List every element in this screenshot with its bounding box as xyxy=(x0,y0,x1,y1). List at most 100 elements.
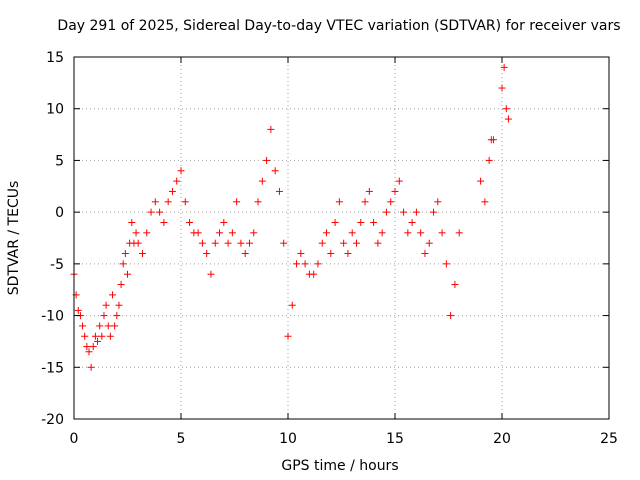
data-point xyxy=(198,239,206,247)
data-point xyxy=(81,332,89,340)
grid-lines xyxy=(74,57,609,419)
data-point xyxy=(228,229,236,237)
data-point xyxy=(79,322,87,330)
data-point xyxy=(177,167,185,175)
data-point xyxy=(408,218,416,226)
x-tick-label: 10 xyxy=(279,431,297,447)
data-point xyxy=(263,156,271,164)
data-point xyxy=(74,306,82,314)
data-point xyxy=(284,332,292,340)
y-tick-label: -10 xyxy=(41,309,64,325)
x-tick-label: 15 xyxy=(386,431,404,447)
data-point xyxy=(224,239,232,247)
data-point xyxy=(331,218,339,226)
data-point xyxy=(160,218,168,226)
y-tick-label: 5 xyxy=(55,153,64,169)
data-point xyxy=(138,250,146,258)
data-point xyxy=(119,260,127,268)
data-point xyxy=(310,270,318,278)
data-point xyxy=(442,260,450,268)
data-point xyxy=(96,322,104,330)
data-point xyxy=(132,229,140,237)
data-point xyxy=(365,187,373,195)
data-point xyxy=(382,208,390,216)
data-point xyxy=(113,312,121,320)
data-point xyxy=(207,270,215,278)
data-point xyxy=(216,229,224,237)
data-point xyxy=(421,250,429,258)
data-point xyxy=(121,250,129,258)
data-points xyxy=(70,63,512,371)
data-point xyxy=(143,229,151,237)
data-point xyxy=(502,105,510,113)
data-point xyxy=(124,270,131,278)
x-tick-label: 0 xyxy=(70,431,79,447)
data-point xyxy=(357,218,365,226)
data-point xyxy=(91,332,99,340)
data-point xyxy=(288,301,296,309)
data-point xyxy=(181,198,189,206)
data-point xyxy=(203,250,211,258)
data-point xyxy=(352,239,360,247)
data-point xyxy=(374,239,382,247)
data-point xyxy=(417,229,425,237)
y-tick-label: -5 xyxy=(50,257,64,273)
data-point xyxy=(100,312,108,320)
data-point xyxy=(293,260,301,268)
data-point xyxy=(500,63,508,71)
data-point xyxy=(498,84,506,92)
chart-title: Day 291 of 2025, Sidereal Day-to-day VTE… xyxy=(57,18,620,34)
data-point xyxy=(485,156,493,164)
data-point xyxy=(378,229,386,237)
data-point xyxy=(237,239,245,247)
data-point xyxy=(301,260,309,268)
y-tick-label: 0 xyxy=(55,205,64,221)
x-axis-ticks: 0 5 10 15 20 25 xyxy=(70,57,618,447)
data-point xyxy=(104,322,112,330)
data-point xyxy=(211,239,219,247)
data-point xyxy=(115,301,123,309)
x-axis-label: GPS time / hours xyxy=(281,458,398,474)
data-point xyxy=(438,229,446,237)
data-point xyxy=(400,208,408,216)
data-point xyxy=(83,343,91,351)
data-point xyxy=(98,332,106,340)
data-point xyxy=(434,198,442,206)
data-point xyxy=(117,281,125,289)
data-point xyxy=(430,208,438,216)
data-point xyxy=(504,115,512,123)
data-point xyxy=(250,229,258,237)
data-point xyxy=(164,198,172,206)
data-point xyxy=(241,250,249,258)
data-point xyxy=(387,198,395,206)
data-point xyxy=(186,218,194,226)
data-point xyxy=(348,229,356,237)
data-point xyxy=(447,312,455,320)
data-point xyxy=(271,167,279,175)
data-point xyxy=(245,239,253,247)
data-point xyxy=(87,363,95,371)
data-point xyxy=(267,125,275,133)
data-point xyxy=(254,198,262,206)
x-tick-label: 20 xyxy=(493,431,511,447)
data-point xyxy=(275,187,283,195)
plot-frame xyxy=(73,56,610,420)
y-tick-label: 10 xyxy=(46,102,64,118)
data-point xyxy=(102,301,110,309)
data-point xyxy=(111,322,119,330)
data-point xyxy=(194,229,202,237)
data-point xyxy=(391,187,399,195)
data-point xyxy=(335,198,343,206)
y-tick-label: -20 xyxy=(41,412,64,428)
data-point xyxy=(323,229,331,237)
data-point xyxy=(258,177,266,185)
data-point xyxy=(168,187,176,195)
data-point xyxy=(109,291,117,299)
data-point xyxy=(425,239,433,247)
data-point xyxy=(128,218,136,226)
y-axis-ticks: -20 -15 -10 -5 0 5 10 15 xyxy=(41,50,609,428)
data-point xyxy=(94,337,102,345)
data-point xyxy=(412,208,420,216)
